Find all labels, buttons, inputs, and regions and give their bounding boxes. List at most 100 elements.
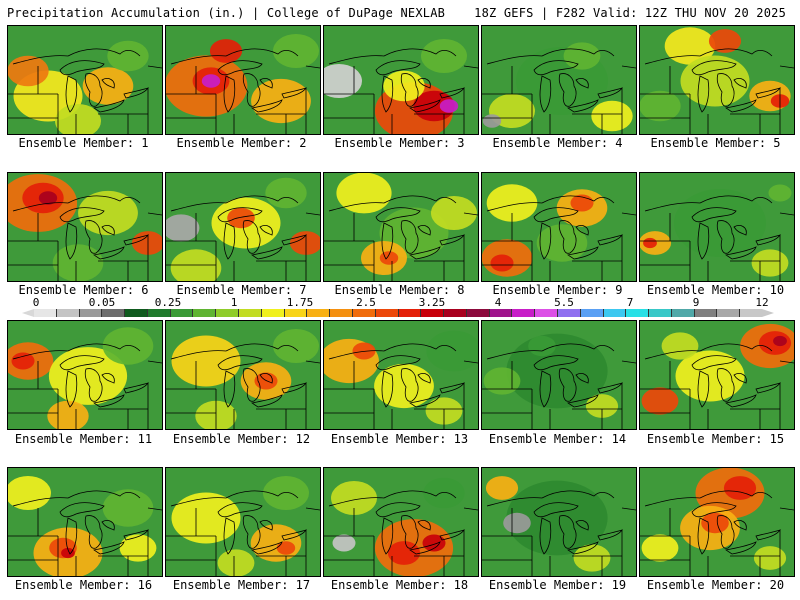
map-boundary-line	[621, 360, 636, 429]
map-boundary-line	[691, 355, 737, 371]
precip-field	[324, 26, 478, 134]
precip-blob	[664, 27, 716, 65]
precip-blob	[48, 347, 128, 405]
legend-swatch	[147, 309, 171, 317]
precip-blob	[11, 352, 35, 370]
color-legend: 0 0.05 0.25 1 1.75 2.5 3.25 4 5.5 7 9 12	[0, 296, 800, 322]
map-boundary-line	[223, 75, 236, 113]
map-boundary-line	[217, 60, 263, 76]
precip-blob	[723, 476, 757, 500]
precip-blob	[591, 100, 633, 132]
legend-swatch	[603, 309, 627, 317]
legend-left-arrow	[22, 309, 34, 317]
legend-swatch	[307, 309, 331, 317]
legend-swatch	[535, 309, 558, 317]
ensemble-member-label: Ensemble Member: 2	[176, 136, 307, 150]
precip-field	[482, 173, 636, 281]
map-boundary-line	[12, 490, 141, 507]
legend-swatch	[56, 309, 80, 317]
precip-blob	[483, 367, 521, 395]
ensemble-member-15-map	[639, 320, 795, 430]
map-boundary-line	[644, 490, 773, 507]
map-boundary-line	[482, 66, 622, 134]
map-boundary-line	[242, 73, 261, 107]
run-valid-info: 18Z GEFS | F282 Valid: 12Z THU NOV 20 20…	[474, 6, 786, 20]
map-boundary-line	[242, 368, 261, 402]
legend-swatch	[398, 309, 422, 317]
map-boundary-line	[223, 517, 236, 555]
legend-tick-label: 0.25	[154, 296, 182, 309]
ensemble-member-label: Ensemble Member: 10	[646, 283, 785, 297]
map-boundary-line	[463, 507, 478, 576]
map-boundary-line	[697, 370, 710, 408]
precip-field	[8, 468, 162, 576]
precip-field	[482, 321, 636, 429]
map-boundary-line	[408, 246, 441, 260]
precip-blob	[563, 42, 601, 70]
precip-field	[8, 26, 162, 134]
precip-blob	[439, 99, 459, 113]
map-boundary-line	[644, 195, 773, 212]
ensemble-member-label: Ensemble Member: 6	[18, 283, 149, 297]
precip-field	[640, 173, 794, 281]
map-boundary-line	[691, 502, 737, 518]
precip-field	[166, 173, 320, 281]
precip-blob	[61, 547, 75, 559]
map-boundary-line	[640, 213, 780, 281]
map-boundary-line	[259, 78, 273, 89]
legend-swatch	[284, 309, 308, 317]
map-boundary-line	[250, 541, 283, 555]
ensemble-member-label: Ensemble Member: 14	[488, 432, 627, 446]
legend-swatch	[102, 309, 126, 317]
map-boundary-line	[259, 520, 273, 531]
map-boundary-line	[621, 65, 636, 134]
map-boundary-line	[558, 515, 577, 549]
precip-blob	[276, 541, 296, 555]
map-boundary-line	[84, 220, 103, 254]
precip-field	[8, 321, 162, 429]
legend-swatch	[717, 309, 741, 317]
map-boundary-line	[558, 368, 577, 402]
map-boundary-line	[558, 73, 577, 107]
legend-color-bar	[34, 309, 762, 317]
map-boundary-line	[621, 212, 636, 281]
legend-swatch	[671, 309, 695, 317]
precip-blob	[536, 224, 588, 262]
map-boundary-line	[92, 541, 125, 555]
legend-swatch	[626, 309, 650, 317]
ensemble-member-18-map	[323, 467, 479, 577]
map-boundary-line	[463, 360, 478, 429]
precip-blob	[119, 534, 157, 562]
legend-swatch	[512, 309, 536, 317]
precip-blob	[490, 254, 514, 272]
map-boundary-line	[8, 361, 148, 429]
map-boundary-line	[691, 207, 737, 223]
map-boundary-line	[408, 99, 441, 113]
legend-tick-label: 9	[692, 296, 700, 309]
map-boundary-line	[375, 355, 421, 371]
legend-tick-label: 3.25	[418, 296, 446, 309]
precip-field	[482, 468, 636, 576]
map-boundary-line	[417, 225, 431, 236]
map-boundary-line	[8, 66, 148, 134]
map-boundary-line	[217, 502, 263, 518]
legend-swatch	[580, 309, 604, 317]
ensemble-member-label: Ensemble Member: 8	[334, 283, 465, 297]
ensemble-member-label: Ensemble Member: 1	[18, 136, 149, 150]
legend-swatch	[261, 309, 285, 317]
legend-swatch	[125, 309, 148, 317]
precip-blob	[201, 74, 221, 88]
map-boundary-line	[324, 508, 464, 576]
legend-swatch	[352, 309, 376, 317]
map-boundary-line	[328, 195, 457, 212]
precip-field	[640, 26, 794, 134]
legend-swatch	[694, 309, 718, 317]
precip-blob	[52, 244, 104, 281]
map-boundary-line	[250, 99, 283, 113]
ensemble-member-12-map	[165, 320, 321, 430]
map-boundary-line	[566, 541, 599, 555]
precip-field	[640, 468, 794, 576]
precip-blob	[751, 249, 789, 277]
legend-swatch	[193, 309, 217, 317]
precip-blob	[661, 332, 699, 360]
